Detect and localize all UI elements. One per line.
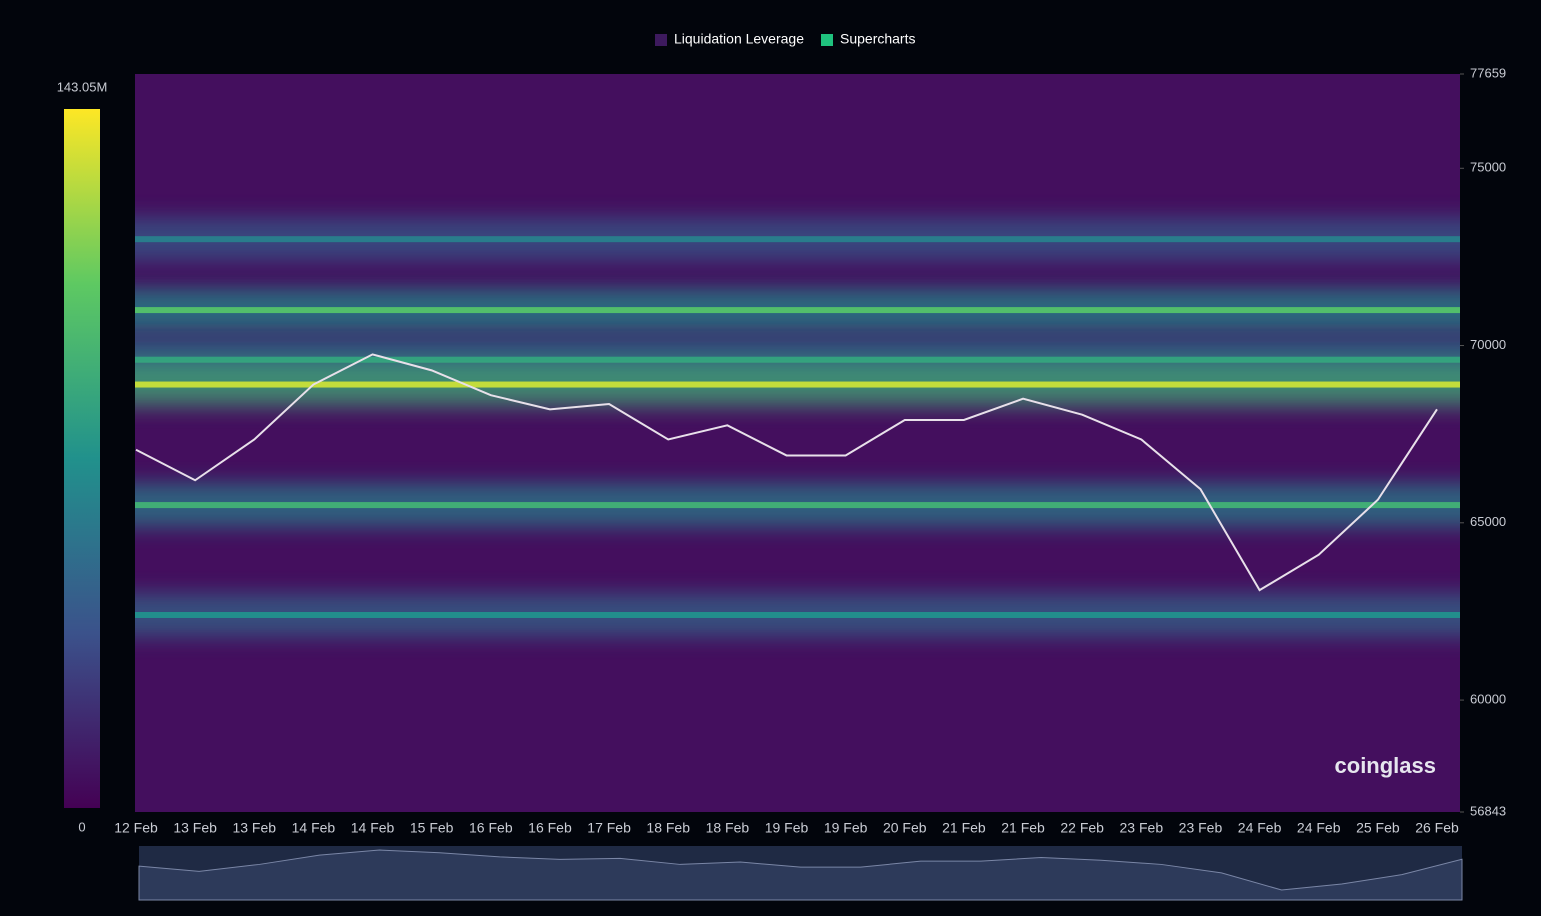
x-tick-label: 12 Feb bbox=[114, 820, 158, 836]
x-tick-label: 15 Feb bbox=[410, 820, 454, 836]
legend-swatch bbox=[821, 34, 833, 46]
navigator-area bbox=[138, 849, 1463, 901]
x-tick-label: 21 Feb bbox=[1001, 820, 1045, 836]
y-tick-label: 60000 bbox=[1470, 692, 1506, 707]
price-line bbox=[135, 353, 1438, 592]
colorbar-label: 0 bbox=[78, 819, 85, 834]
legend-label: Liquidation Leverage bbox=[674, 31, 804, 47]
heat-band bbox=[135, 356, 1460, 363]
x-tick-label: 24 Feb bbox=[1297, 820, 1341, 836]
x-tick-label: 20 Feb bbox=[883, 820, 927, 836]
colorbar bbox=[64, 109, 100, 808]
x-tick-label: 13 Feb bbox=[232, 820, 276, 836]
x-tick-label: 14 Feb bbox=[292, 820, 336, 836]
heat-band bbox=[135, 611, 1460, 618]
x-tick-label: 16 Feb bbox=[469, 820, 513, 836]
x-tick-label: 18 Feb bbox=[706, 820, 750, 836]
colorbar-label: 143.05M bbox=[57, 79, 108, 94]
x-tick-label: 23 Feb bbox=[1179, 820, 1223, 836]
watermark: coinglass bbox=[1335, 753, 1436, 778]
x-tick-label: 18 Feb bbox=[646, 820, 690, 836]
heat-band bbox=[135, 307, 1460, 314]
y-tick-label: 70000 bbox=[1470, 337, 1506, 352]
x-tick-label: 13 Feb bbox=[173, 820, 217, 836]
y-tick-label: 77659 bbox=[1470, 65, 1506, 80]
y-tick-label: 65000 bbox=[1470, 514, 1506, 529]
x-tick-label: 14 Feb bbox=[351, 820, 395, 836]
x-tick-label: 25 Feb bbox=[1356, 820, 1400, 836]
y-tick-label: 75000 bbox=[1470, 160, 1506, 175]
x-tick-label: 19 Feb bbox=[824, 820, 868, 836]
legend-label: Supercharts bbox=[840, 31, 915, 47]
x-tick-label: 23 Feb bbox=[1120, 820, 1164, 836]
heat-band bbox=[135, 502, 1460, 509]
x-tick-label: 26 Feb bbox=[1415, 820, 1459, 836]
plot-background bbox=[135, 74, 1460, 812]
heat-band bbox=[135, 236, 1460, 243]
x-tick-label: 19 Feb bbox=[765, 820, 809, 836]
x-tick-label: 22 Feb bbox=[1060, 820, 1104, 836]
y-tick-label: 56843 bbox=[1470, 803, 1506, 818]
x-tick-label: 21 Feb bbox=[942, 820, 986, 836]
legend-swatch bbox=[655, 34, 667, 46]
x-tick-label: 17 Feb bbox=[587, 820, 631, 836]
heat-band bbox=[135, 381, 1460, 388]
x-tick-label: 24 Feb bbox=[1238, 820, 1282, 836]
x-tick-label: 16 Feb bbox=[528, 820, 572, 836]
